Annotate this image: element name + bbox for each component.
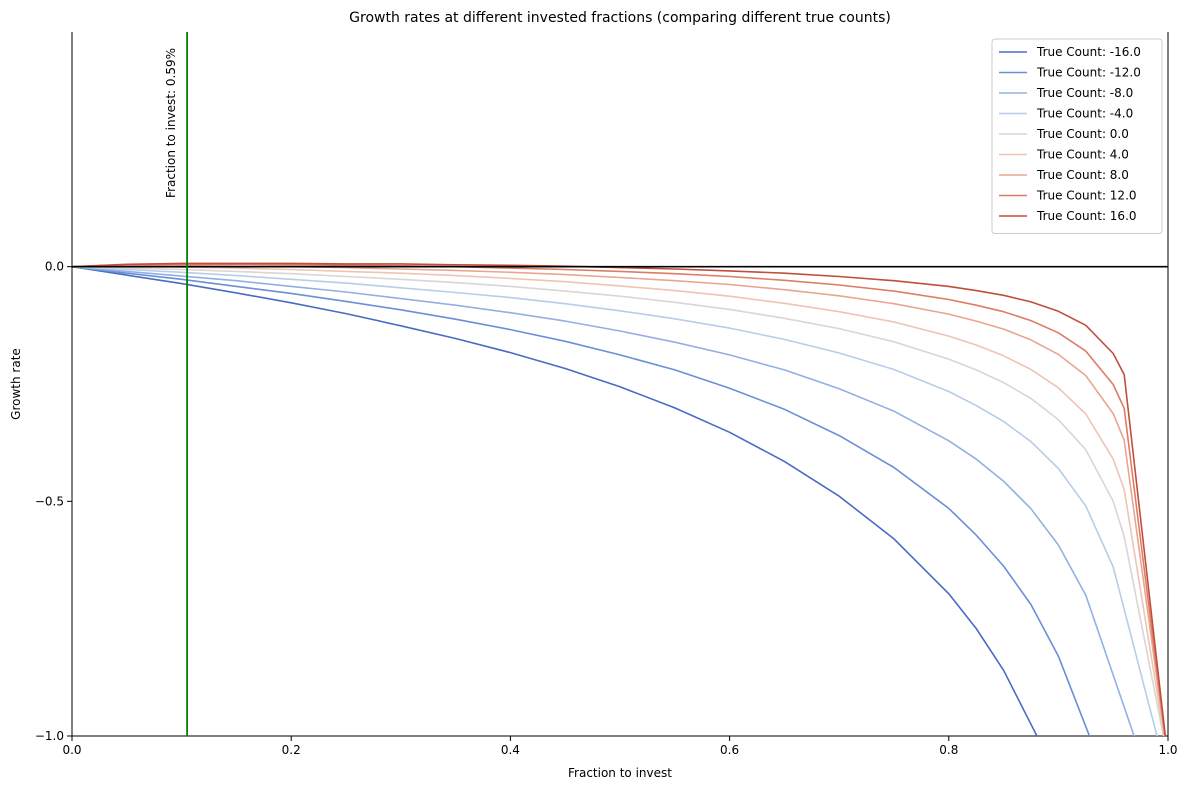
legend-label: True Count: 8.0 — [1036, 168, 1129, 182]
legend: True Count: -16.0 True Count: -12.0 True C… — [991, 38, 1163, 234]
y-axis-title: Growth rate — [9, 348, 23, 420]
plot-area: 0.0 0.2 0.4 0.6 0.8 1.0 0.0 −0.5 −1.0 Fraction to… — [35, 32, 1178, 757]
legend-label: True Count: 12.0 — [1036, 189, 1137, 203]
legend-label: True Count: 4.0 — [1036, 148, 1129, 162]
legend-label: True Count: -8.0 — [1036, 86, 1133, 100]
series-line — [72, 265, 1165, 736]
marker-label: Fraction to invest: 0.59% — [164, 48, 178, 198]
x-tick-label: 0.0 — [62, 743, 81, 757]
series-line — [72, 265, 1038, 736]
legend-label: True Count: -16.0 — [1036, 45, 1141, 59]
series-line — [72, 263, 1166, 736]
y-tick-label: −0.5 — [35, 494, 64, 508]
legend-label: True Count: 16.0 — [1036, 209, 1137, 223]
y-tick-label: 0.0 — [45, 260, 64, 274]
legend-box — [991, 38, 1163, 234]
series-line — [72, 265, 1158, 736]
x-axis-title: Fraction to invest — [568, 766, 672, 780]
chart-title: Growth rates at different invested fract… — [349, 10, 891, 26]
y-tick-label: −1.0 — [35, 729, 64, 743]
x-tick-label: 0.8 — [939, 743, 958, 757]
x-tick-label: 1.0 — [1158, 743, 1177, 757]
series-line — [72, 262, 1167, 736]
series-line — [72, 265, 1091, 736]
series-line — [72, 265, 1135, 736]
series-line — [72, 264, 1166, 736]
legend-label: True Count: 0.0 — [1036, 127, 1129, 141]
legend-label: True Count: -12.0 — [1036, 66, 1141, 80]
x-tick-label: 0.2 — [282, 743, 301, 757]
legend-label: True Count: -4.0 — [1036, 107, 1133, 121]
series-lines — [72, 262, 1167, 736]
series-line — [72, 265, 1165, 736]
x-tick-label: 0.6 — [720, 743, 739, 757]
x-tick-label: 0.4 — [501, 743, 520, 757]
